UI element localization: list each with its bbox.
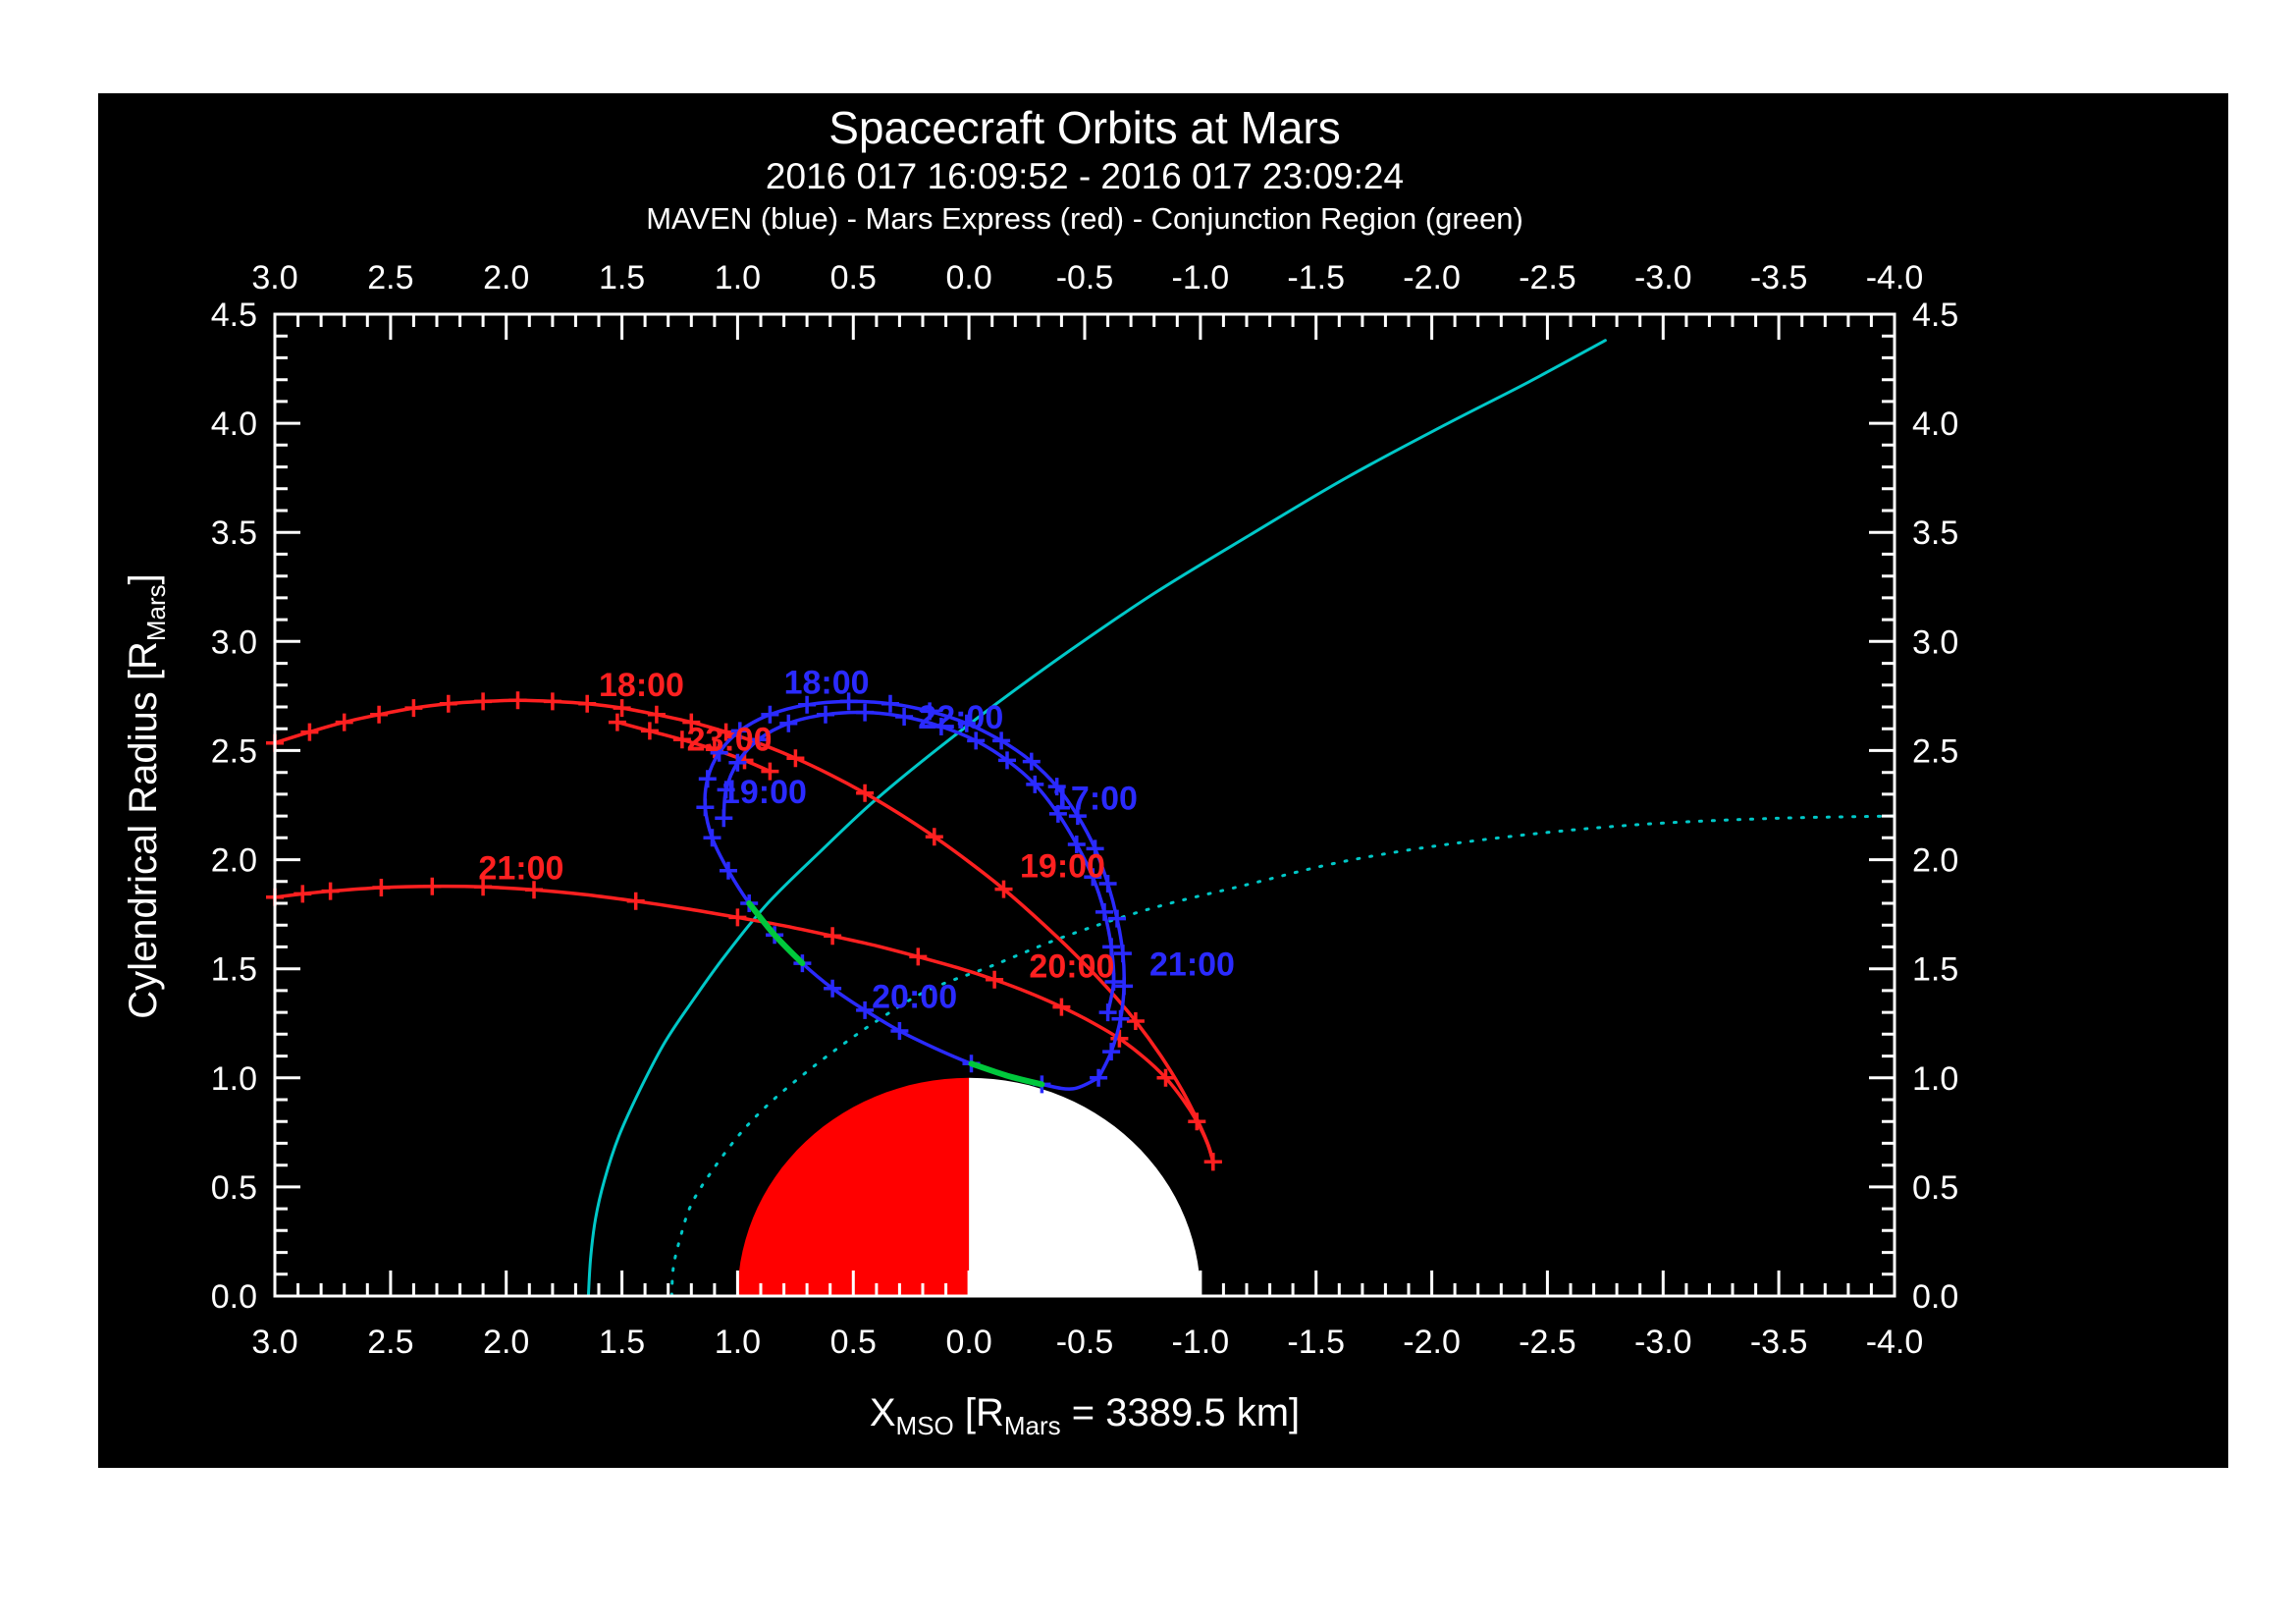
y-axis-tick-label-right: 4.0 [1912, 406, 1958, 443]
x-axis-tick-label-top: 0.5 [830, 259, 877, 297]
x-axis-tick-label-bottom: -1.0 [1172, 1324, 1230, 1361]
plot-header: Spacecraft Orbits at Mars 2016 017 16:09… [275, 101, 1895, 239]
y-axis-tick-label-left: 2.5 [211, 732, 257, 770]
x-axis-label: XMSO [RMars = 3389.5 km] [275, 1391, 1895, 1441]
plot-title: Spacecraft Orbits at Mars [828, 102, 1341, 153]
mars-nightside [969, 1077, 1201, 1296]
maven-orbit-second-pass-time-ticks [715, 703, 1123, 1022]
x-axis-tick-label-top: -0.5 [1056, 259, 1114, 297]
plot-subtitle: 2016 017 16:09:52 - 2016 017 23:09:24 [765, 156, 1405, 196]
y-axis-tick-label-right: 2.5 [1912, 732, 1958, 770]
axis-ticks [273, 312, 1896, 1298]
orbit-plot: 3.0 3.0 2.5 2.5 2.0 2.0 1.5 1.5 1.0 1.0 0.5 0.5 0.0 0… [211, 259, 1959, 1361]
conjunction-region-1-path [746, 900, 806, 967]
y-axis-label-sub: Mars [141, 584, 171, 642]
orbit-time-label-2300: 23:00 [687, 721, 773, 758]
x-axis-tick-label-top: -2.0 [1403, 259, 1461, 297]
x-axis-tick-label-top: -3.5 [1750, 259, 1808, 297]
x-axis-label-part: X [869, 1391, 896, 1434]
mex-orbit-outbound-path [273, 884, 1215, 1164]
y-axis-tick-label-right: 0.0 [1912, 1278, 1958, 1316]
y-axis-tick-label-left: 0.0 [211, 1278, 257, 1316]
x-axis-tick-label-bottom: -1.5 [1287, 1324, 1345, 1361]
y-axis-tick-label-left: 2.0 [211, 842, 257, 880]
x-axis-tick-label-bottom: -4.0 [1866, 1324, 1924, 1361]
orbit-time-label-1800: 18:00 [599, 667, 684, 704]
x-axis-tick-label-top: -2.5 [1519, 259, 1576, 297]
x-axis-label-part: [R [953, 1391, 1004, 1434]
x-axis-tick-label-top: 0.0 [946, 259, 992, 297]
x-axis-tick-label-bottom: -2.0 [1403, 1324, 1461, 1361]
orbit-time-label-2100: 21:00 [1149, 946, 1235, 983]
x-axis-label-part: = 3389.5 km] [1060, 1391, 1301, 1434]
y-axis-tick-label-right: 1.0 [1912, 1060, 1958, 1098]
x-axis-tick-label-bottom: 3.0 [251, 1324, 297, 1361]
x-axis-label-sub: Mars [1003, 1411, 1061, 1440]
y-axis-label-part: Cylendrical Radius [R [122, 641, 165, 1019]
orbit-time-label-2000: 20:00 [1029, 948, 1114, 986]
x-axis-tick-label-bottom: -3.0 [1634, 1324, 1692, 1361]
x-axis-label-sub: MSO [895, 1411, 954, 1440]
mex-orbit-outbound-time-ticks [266, 877, 1222, 1171]
conjunction-region-2-path [968, 1060, 1045, 1088]
y-axis-tick-label-left: 0.5 [211, 1169, 257, 1207]
maven-orbit-path [703, 699, 1126, 1091]
x-axis-tick-label-top: 2.5 [367, 259, 413, 297]
y-axis-tick-label-left: 1.0 [211, 1060, 257, 1098]
x-axis-tick-label-bottom: 2.5 [367, 1324, 413, 1361]
y-axis-label: Cylendrical Radius [RMars] [122, 404, 173, 1189]
y-axis-tick-label-left: 4.0 [211, 406, 257, 443]
y-axis-tick-label-right: 4.5 [1912, 297, 1958, 334]
plot-panel: Spacecraft Orbits at Mars 2016 017 16:09… [98, 93, 2228, 1468]
x-axis-tick-label-bottom: -3.5 [1750, 1324, 1808, 1361]
y-axis-tick-label-right: 1.5 [1912, 951, 1958, 989]
y-axis-tick-label-right: 0.5 [1912, 1169, 1958, 1207]
y-axis-tick-label-left: 3.5 [211, 514, 257, 552]
x-axis-tick-label-top: 1.5 [599, 259, 645, 297]
y-axis-tick-label-right: 3.5 [1912, 514, 1958, 552]
orbit-time-label-1700: 17:00 [1052, 780, 1138, 817]
orbit-time-label-1900: 19:00 [1020, 847, 1105, 885]
x-axis-tick-label-top: 1.0 [715, 259, 761, 297]
orbit-time-label-2100: 21:00 [478, 850, 563, 888]
bow-shock-path [586, 339, 1607, 1298]
x-axis-tick-label-bottom: 1.5 [599, 1324, 645, 1361]
x-axis-tick-label-bottom: 0.0 [946, 1324, 992, 1361]
y-axis-tick-label-right: 3.0 [1912, 623, 1958, 661]
x-axis-tick-label-bottom: 0.5 [830, 1324, 877, 1361]
y-axis-label-part: ] [122, 573, 165, 585]
orbit-time-label-2000: 20:00 [872, 979, 957, 1016]
orbit-time-label-1900: 19:00 [721, 774, 807, 811]
mex-orbit-end-pass-time-ticks [608, 713, 779, 781]
plot-legend: MAVEN (blue) - Mars Express (red) - Conj… [646, 201, 1523, 236]
x-axis-tick-label-top: -4.0 [1866, 259, 1924, 297]
x-axis-tick-label-top: -1.5 [1287, 259, 1345, 297]
induced-magnetosphere-boundary-path [669, 814, 1896, 1298]
y-axis-tick-label-right: 2.0 [1912, 842, 1958, 880]
x-axis-tick-label-top: 2.0 [483, 259, 529, 297]
orbit-time-label-2200: 22:00 [918, 699, 1003, 736]
orbit-time-label-1800: 18:00 [784, 665, 870, 702]
x-axis-tick-label-top: -3.0 [1634, 259, 1692, 297]
x-axis-tick-label-top: -1.0 [1172, 259, 1230, 297]
y-axis-tick-label-left: 1.5 [211, 951, 257, 989]
x-axis-tick-label-bottom: -0.5 [1056, 1324, 1114, 1361]
x-axis-tick-label-bottom: -2.5 [1519, 1324, 1576, 1361]
y-axis-tick-label-left: 4.5 [211, 297, 257, 334]
x-axis-tick-label-bottom: 1.0 [715, 1324, 761, 1361]
x-axis-tick-label-top: 3.0 [251, 259, 297, 297]
mars-dayside [737, 1077, 970, 1296]
y-axis-tick-label-left: 3.0 [211, 623, 257, 661]
x-axis-tick-label-bottom: 2.0 [483, 1324, 529, 1361]
